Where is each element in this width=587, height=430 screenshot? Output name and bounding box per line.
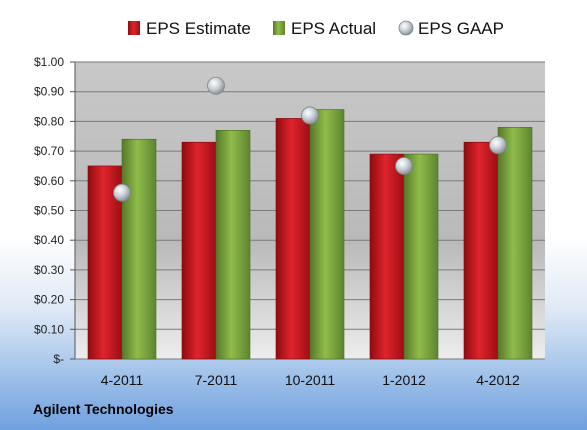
gaap-point [301,106,319,125]
y-tick-label: $0.50 [34,204,64,218]
y-tick-label: $0.40 [34,233,64,247]
x-tick-label: 4-2011 [101,372,144,388]
x-axis-labels: 4-2011 7-2011 10-2011 1-2012 4-2012 [101,372,520,388]
bar-eps-actual [309,109,345,360]
x-tick-label: 1-2012 [382,372,426,388]
bar-eps-estimate [463,141,499,360]
company-name: Agilent Technologies [33,401,174,417]
bar-eps-estimate [275,118,311,360]
x-tick-label: 10-2011 [285,372,336,388]
legend-swatch [273,21,285,35]
bar-eps-actual [497,127,533,360]
bar-eps-estimate [369,153,405,360]
y-tick-label: $0.60 [34,174,64,188]
x-tick-label: 7-2011 [195,372,238,388]
y-tick-label: $1.00 [34,55,64,69]
y-axis: $- $0.10 $0.20 $0.30 $0.40 $0.50 $0.60 $0.70 $0.… [34,55,76,366]
x-tick-label: 4-2012 [476,372,520,388]
bar-eps-actual [121,138,157,360]
y-tick-label: $- [53,352,64,366]
bar-eps-actual [215,130,251,360]
y-tick-label: $0.70 [34,144,64,158]
legend-swatch [128,21,140,35]
gaap-point [395,157,413,175]
legend-label: EPS GAAP [418,19,504,38]
gaap-point [113,183,131,202]
y-tick-label: $0.30 [34,263,64,277]
y-tick-label: $0.10 [34,322,64,336]
legend-swatch [398,20,414,36]
legend: EPS Estimate EPS Actual EPS GAAP [128,19,504,38]
bars [87,109,533,360]
y-tick-label: $0.90 [34,85,64,99]
bar-eps-actual [403,153,439,360]
legend-label: EPS Estimate [146,19,251,38]
gaap-point [489,136,507,155]
bar-eps-estimate [181,141,217,360]
y-tick-label: $0.20 [34,293,64,307]
gaap-point [207,76,225,95]
legend-label: EPS Actual [291,19,376,38]
y-tick-label: $0.80 [34,114,64,128]
gaap-points [113,76,507,202]
